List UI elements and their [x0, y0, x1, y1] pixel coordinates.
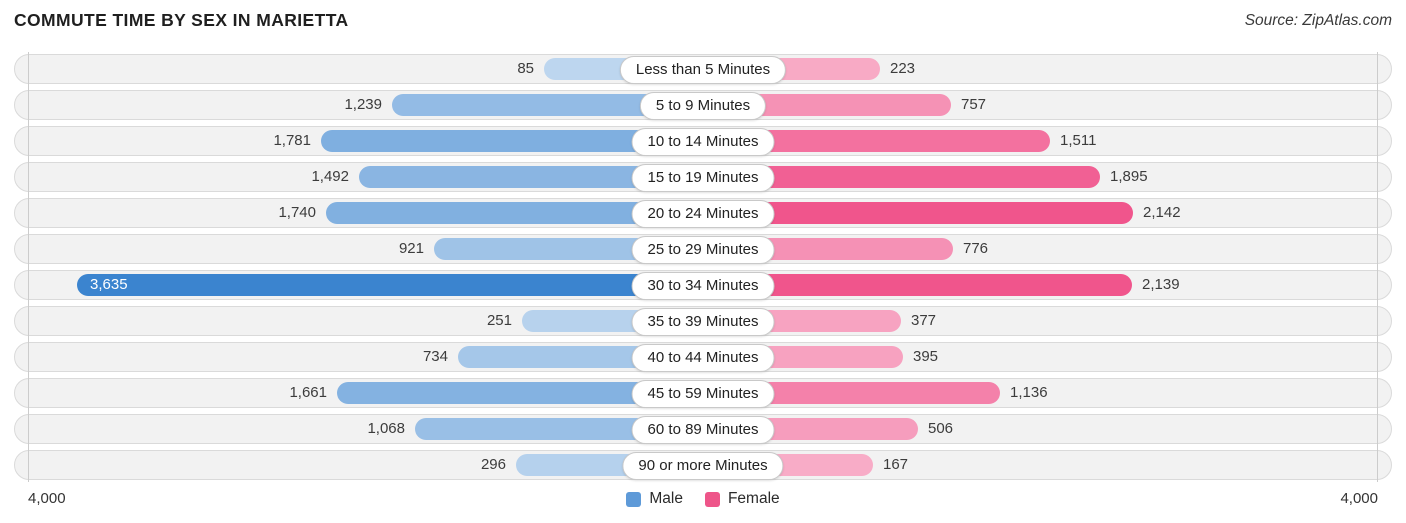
category-pill: 5 to 9 Minutes: [639, 92, 767, 120]
male-swatch-icon: [626, 491, 642, 507]
category-pill: 30 to 34 Minutes: [631, 272, 775, 300]
male-value-label: 1,740: [278, 204, 316, 221]
male-value-label: 3,635: [90, 276, 128, 293]
chart-header: COMMUTE TIME BY SEX IN MARIETTA Source: …: [0, 0, 1406, 54]
female-bar[interactable]: [702, 202, 1133, 224]
male-value-label: 1,068: [367, 420, 405, 437]
male-value-label: 251: [486, 312, 512, 329]
male-value-label: 734: [422, 348, 448, 365]
category-pill: 35 to 39 Minutes: [631, 308, 775, 336]
chart-row: 1,068 506 60 to 89 Minutes: [14, 414, 1392, 444]
chart-row: 734 395 40 to 44 Minutes: [14, 342, 1392, 372]
chart-rows: 85 223 Less than 5 Minutes 1,239 757 5 to 9 M…: [0, 54, 1406, 480]
legend-female-label: Female: [727, 490, 780, 507]
category-pill: 25 to 29 Minutes: [631, 236, 775, 264]
male-bar[interactable]: [359, 166, 704, 188]
male-value-label: 1,781: [273, 132, 311, 149]
category-pill: 45 to 59 Minutes: [631, 380, 775, 408]
female-value-label: 757: [961, 96, 987, 113]
category-pill: 20 to 24 Minutes: [631, 200, 775, 228]
male-bar[interactable]: [321, 130, 704, 152]
category-pill: 40 to 44 Minutes: [631, 344, 775, 372]
male-bar[interactable]: [392, 94, 704, 116]
male-value-label: 1,492: [311, 168, 349, 185]
legend-item-female[interactable]: Female: [704, 490, 780, 508]
female-value-label: 1,511: [1060, 132, 1097, 149]
gridline-left-4000: [28, 52, 29, 482]
chart-row: 1,781 1,511 10 to 14 Minutes: [14, 126, 1392, 156]
female-value-label: 1,136: [1010, 384, 1048, 401]
category-pill: 15 to 19 Minutes: [631, 164, 775, 192]
male-value-label: 921: [398, 240, 424, 257]
chart-row: 296 167 90 or more Minutes: [14, 450, 1392, 480]
chart-row: 921 776 25 to 29 Minutes: [14, 234, 1392, 264]
page-title: COMMUTE TIME BY SEX IN MARIETTA: [14, 10, 349, 30]
male-bar[interactable]: [326, 202, 704, 224]
male-bar[interactable]: [337, 382, 704, 404]
category-pill: 60 to 89 Minutes: [631, 416, 775, 444]
chart-row: 1,740 2,142 20 to 24 Minutes: [14, 198, 1392, 228]
legend: Male Female: [0, 484, 1406, 514]
category-pill: 10 to 14 Minutes: [631, 128, 775, 156]
male-value-label: 1,239: [344, 96, 382, 113]
chart-row: 1,239 757 5 to 9 Minutes: [14, 90, 1392, 120]
chart-row: 1,661 1,136 45 to 59 Minutes: [14, 378, 1392, 408]
female-value-label: 2,142: [1143, 204, 1181, 221]
chart-area: 85 223 Less than 5 Minutes 1,239 757 5 to 9 M…: [0, 52, 1406, 482]
legend-male-label: Male: [649, 490, 683, 507]
female-value-label: 776: [963, 240, 989, 257]
gridline-right-4000: [1377, 52, 1378, 482]
female-value-label: 395: [913, 348, 939, 365]
female-bar[interactable]: [702, 166, 1100, 188]
female-value-label: 223: [890, 60, 916, 77]
male-bar[interactable]: [77, 274, 704, 296]
axis-label-left: 4,000: [28, 490, 66, 507]
male-value-label: 296: [480, 456, 506, 473]
female-bar[interactable]: [702, 382, 1000, 404]
female-swatch-icon: [704, 491, 720, 507]
male-value-label: 1,661: [289, 384, 327, 401]
chart-row: 3,635 2,139 30 to 34 Minutes: [14, 270, 1392, 300]
female-value-label: 167: [883, 456, 909, 473]
female-value-label: 377: [911, 312, 937, 329]
female-bar[interactable]: [702, 130, 1050, 152]
category-pill: Less than 5 Minutes: [619, 56, 787, 84]
axis-label-right: 4,000: [1340, 490, 1378, 507]
chart-row: 85 223 Less than 5 Minutes: [14, 54, 1392, 84]
axis-row: 4,000 Male Female 4,000: [0, 484, 1406, 516]
chart-row: 1,492 1,895 15 to 19 Minutes: [14, 162, 1392, 192]
category-pill: 90 or more Minutes: [622, 452, 784, 480]
legend-item-male[interactable]: Male: [626, 490, 683, 508]
source-label: Source: ZipAtlas.com: [1244, 12, 1392, 29]
female-value-label: 2,139: [1142, 276, 1180, 293]
female-value-label: 506: [928, 420, 954, 437]
chart-row: 251 377 35 to 39 Minutes: [14, 306, 1392, 336]
male-value-label: 85: [517, 60, 534, 77]
female-bar[interactable]: [702, 274, 1132, 296]
female-value-label: 1,895: [1110, 168, 1148, 185]
